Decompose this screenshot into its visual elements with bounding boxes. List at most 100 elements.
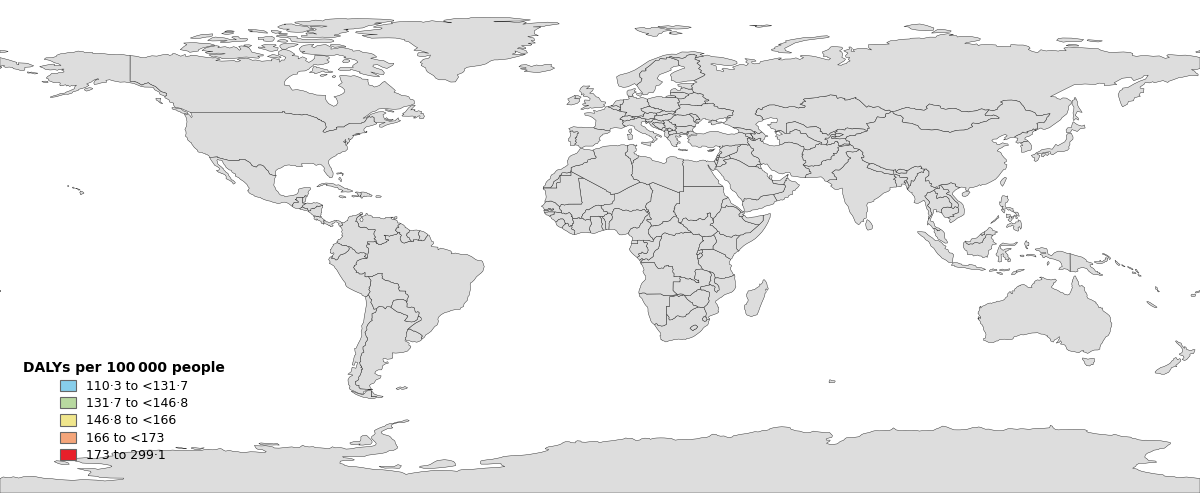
Polygon shape [708,150,713,152]
Polygon shape [156,98,163,104]
Polygon shape [355,213,401,245]
Polygon shape [931,29,952,33]
Polygon shape [941,207,959,218]
Polygon shape [721,197,744,212]
Polygon shape [666,295,698,320]
Polygon shape [180,42,215,52]
Polygon shape [1000,269,1009,271]
Polygon shape [348,295,377,394]
Polygon shape [690,325,697,330]
Polygon shape [772,175,788,185]
Polygon shape [678,83,694,89]
Polygon shape [739,211,744,216]
Polygon shape [702,317,707,321]
Polygon shape [175,447,186,449]
Polygon shape [307,206,323,217]
Polygon shape [646,182,679,226]
Polygon shape [518,64,554,72]
Polygon shape [376,196,382,197]
Polygon shape [697,253,702,259]
Polygon shape [730,144,762,167]
Polygon shape [259,443,280,445]
Polygon shape [709,272,719,292]
Polygon shape [654,307,709,342]
Polygon shape [602,213,613,230]
Polygon shape [419,231,428,241]
Polygon shape [355,17,559,82]
Polygon shape [407,230,420,242]
Polygon shape [342,60,349,63]
Polygon shape [686,131,697,137]
Polygon shape [1001,177,1007,186]
Polygon shape [697,249,703,254]
Polygon shape [714,155,720,166]
Polygon shape [628,134,632,140]
Polygon shape [646,119,665,130]
Polygon shape [718,152,722,156]
Polygon shape [626,88,636,96]
Polygon shape [698,235,716,250]
Polygon shape [611,100,624,107]
Polygon shape [317,183,353,192]
Polygon shape [642,142,652,146]
Polygon shape [989,269,997,271]
Polygon shape [678,149,688,151]
Polygon shape [688,131,749,148]
Polygon shape [755,164,761,169]
Polygon shape [566,96,580,105]
Polygon shape [719,144,742,158]
Polygon shape [210,157,311,207]
Polygon shape [395,224,412,243]
Polygon shape [673,186,728,224]
Polygon shape [1147,302,1157,308]
Polygon shape [550,212,574,226]
Polygon shape [713,231,739,259]
Polygon shape [697,249,734,279]
Polygon shape [772,36,829,53]
Polygon shape [787,174,788,176]
Polygon shape [244,45,252,47]
Polygon shape [802,141,851,166]
Polygon shape [653,123,665,130]
Polygon shape [368,273,408,309]
Polygon shape [990,215,998,224]
Polygon shape [654,113,676,121]
Polygon shape [329,246,371,297]
Polygon shape [934,228,948,243]
Polygon shape [582,205,607,220]
Polygon shape [1195,290,1200,293]
Polygon shape [172,107,188,114]
Polygon shape [1087,40,1103,42]
Polygon shape [191,34,212,38]
Polygon shape [769,175,772,179]
Polygon shape [827,149,925,225]
Polygon shape [755,95,892,135]
Polygon shape [575,95,581,99]
Polygon shape [637,57,679,95]
Polygon shape [668,131,677,135]
Polygon shape [580,86,606,109]
Polygon shape [324,220,342,227]
Polygon shape [701,275,736,320]
Polygon shape [742,215,763,225]
Polygon shape [379,464,402,468]
Polygon shape [637,236,661,260]
Polygon shape [1094,258,1108,264]
Polygon shape [668,54,706,83]
Polygon shape [786,122,844,145]
Polygon shape [750,25,772,27]
Polygon shape [1138,275,1141,276]
Polygon shape [600,216,606,230]
Polygon shape [277,39,288,42]
Polygon shape [640,259,643,262]
Polygon shape [631,240,637,244]
Polygon shape [1195,51,1200,53]
Polygon shape [1014,212,1019,219]
Polygon shape [629,129,632,133]
Polygon shape [569,127,610,148]
Polygon shape [1070,253,1103,276]
Polygon shape [320,74,328,76]
Polygon shape [280,43,299,49]
Polygon shape [571,218,592,235]
Polygon shape [941,182,965,223]
